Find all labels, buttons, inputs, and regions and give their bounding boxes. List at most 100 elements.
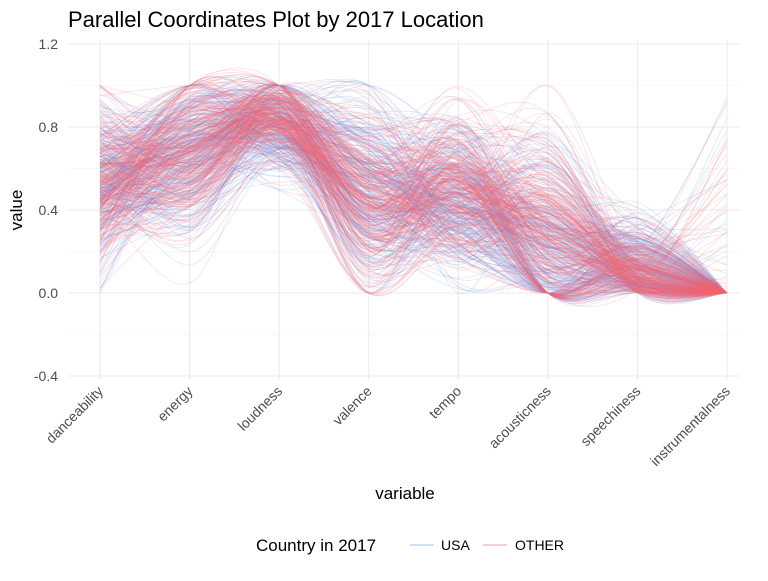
series-line-usa (99, 131, 728, 299)
series-line-other (99, 121, 728, 296)
series-line-usa (99, 107, 728, 294)
series-line-usa (99, 84, 728, 294)
series-line-other (99, 106, 728, 294)
series-line-other (99, 113, 728, 303)
series-line-other (99, 85, 728, 294)
series-line-other (99, 95, 728, 289)
series-line-other (99, 98, 728, 291)
series-line-other (99, 95, 728, 295)
series-line-other (99, 85, 728, 294)
series-line-other (99, 107, 728, 299)
series-line-other (99, 101, 728, 296)
series-line-other (99, 94, 728, 291)
series-line-usa (99, 132, 728, 294)
series-line-usa (99, 96, 728, 294)
series-line-usa (99, 117, 728, 295)
series-line-usa (99, 161, 728, 294)
series-line-other (99, 98, 728, 294)
series-line-usa (99, 152, 728, 294)
series-line-usa (99, 92, 728, 294)
series-line-usa (99, 118, 728, 294)
series-line-other (99, 124, 728, 297)
series-line-usa (99, 138, 728, 294)
series-line-usa (99, 84, 728, 294)
series-line-other (99, 88, 728, 294)
series-line-usa (99, 127, 728, 301)
series-line-usa (99, 106, 728, 294)
series-line-other (99, 90, 728, 294)
series-line-usa (99, 82, 728, 294)
series-line-usa (99, 90, 728, 295)
series-line-other (99, 123, 728, 294)
y-axis-title: value (7, 190, 26, 231)
series-line-other (99, 92, 728, 294)
series-line-other (99, 114, 728, 294)
series-line-other (99, 117, 728, 288)
series-line-usa (99, 86, 728, 294)
series-line-other (99, 96, 728, 294)
series-line-usa (99, 100, 728, 266)
series-line-usa (99, 113, 728, 294)
series-line-other (99, 112, 728, 294)
series-line-usa (99, 110, 728, 297)
series-line-other (99, 106, 728, 294)
series-line-usa (99, 83, 728, 294)
series-line-other (99, 92, 728, 294)
series-line-usa (99, 98, 728, 294)
series-line-other (99, 89, 728, 294)
series-line-other (99, 112, 728, 295)
series-line-usa (99, 96, 728, 294)
series-line-other (99, 121, 728, 294)
series-line-usa (99, 85, 728, 297)
series-line-other (99, 132, 728, 294)
series-line-other (99, 102, 728, 294)
series-line-usa (99, 116, 728, 294)
series-line-usa (99, 85, 728, 294)
series-line-other (99, 87, 728, 294)
series-line-other (99, 84, 728, 297)
series-line-usa (99, 151, 728, 296)
series-line-other (99, 99, 728, 294)
series-line-other (99, 120, 728, 294)
series-line-usa (99, 109, 728, 296)
series-line-usa (99, 147, 728, 294)
series-line-usa (99, 112, 728, 295)
series-line-usa (99, 97, 728, 298)
series-line-other (99, 102, 728, 299)
series-line-other (99, 124, 728, 294)
series-line-other (99, 107, 728, 294)
series-line-other (99, 98, 728, 294)
series-line-usa (99, 125, 728, 294)
series-line-other (99, 93, 728, 294)
series-line-other (99, 112, 728, 294)
series-line-other (99, 112, 728, 296)
series-line-usa (99, 81, 728, 294)
series-line-other (99, 124, 728, 294)
series-line-usa (99, 123, 728, 296)
series-line-usa (99, 134, 728, 294)
series-line-usa (99, 115, 728, 294)
series-line-other (99, 128, 728, 294)
series-line-usa (99, 85, 728, 294)
series-line-other (99, 67, 727, 303)
series-line-usa (99, 99, 728, 294)
series-line-other (99, 146, 728, 294)
series-line-other (99, 113, 728, 297)
series-line-other (99, 92, 728, 294)
series-line-usa (99, 84, 728, 294)
series-line-other (99, 117, 728, 295)
series-line-usa (99, 133, 728, 294)
series-line-usa (99, 142, 728, 302)
series-line-other (99, 92, 728, 294)
series-line-usa (99, 85, 728, 294)
series-line-other (99, 114, 728, 294)
series-line-usa (99, 119, 728, 294)
series-line-usa (99, 137, 728, 294)
series-line-usa (99, 126, 728, 294)
series-line-usa (99, 115, 728, 297)
series-line-usa (99, 120, 728, 294)
series-line-usa (99, 91, 728, 294)
series-line-usa (99, 103, 728, 298)
series-line-other (99, 99, 728, 294)
series-line-usa (99, 97, 728, 294)
